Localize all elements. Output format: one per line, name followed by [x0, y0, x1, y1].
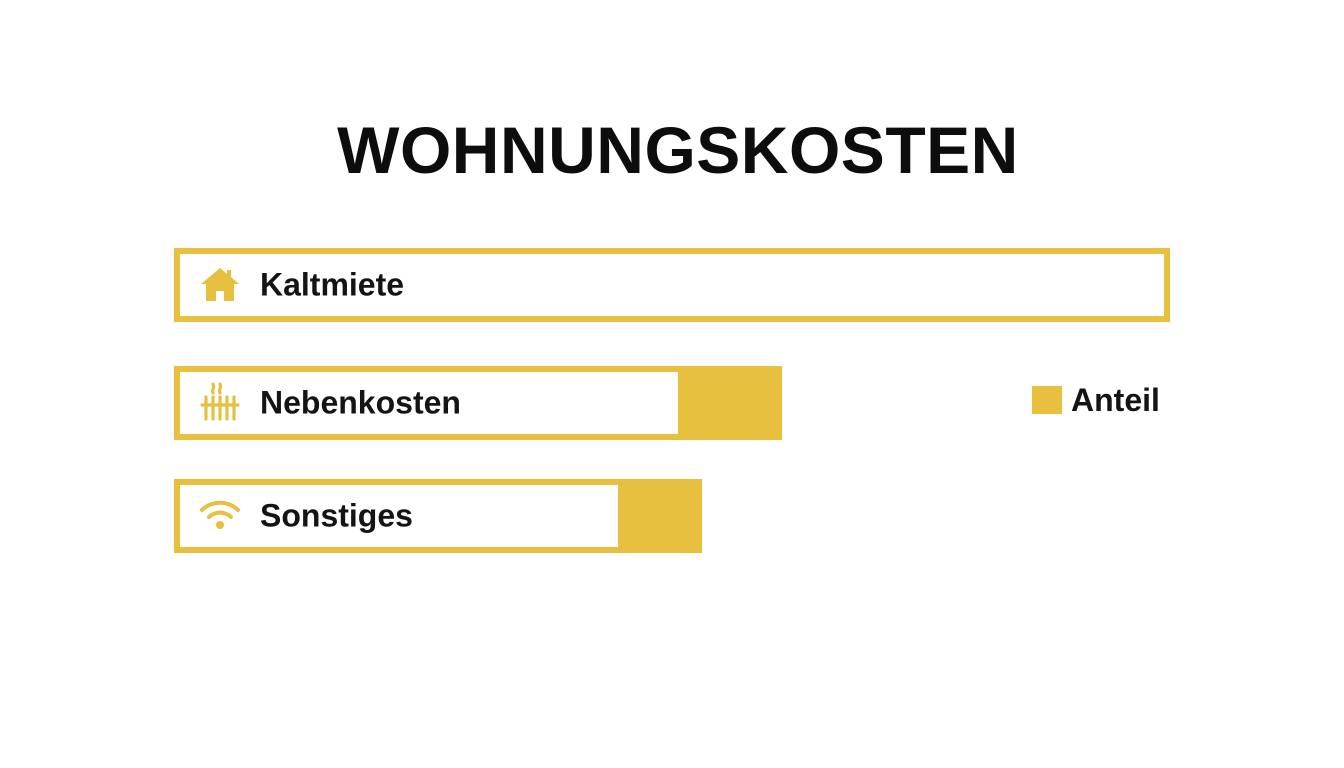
radiator-icon	[198, 381, 242, 425]
bar-kaltmiete: Kaltmiete	[174, 248, 1170, 322]
legend: Anteil	[1032, 381, 1160, 418]
bar-unfilled-part	[180, 372, 678, 434]
legend-swatch	[1032, 386, 1062, 414]
legend-label: Anteil	[1071, 381, 1160, 418]
bar-unfilled-part	[180, 254, 1164, 316]
bar-label: Sonstiges	[260, 497, 413, 534]
wifi-icon	[198, 494, 242, 538]
bar-label: Kaltmiete	[260, 266, 405, 303]
bar-sonstiges: Sonstiges	[174, 479, 702, 553]
chart-title: WOHNUNGSKOSTEN	[337, 113, 1019, 187]
bar-nebenkosten: Nebenkosten	[174, 366, 782, 440]
bar-unfilled-part	[180, 485, 618, 547]
house-icon	[198, 263, 242, 307]
bar-label: Nebenkosten	[260, 384, 461, 421]
